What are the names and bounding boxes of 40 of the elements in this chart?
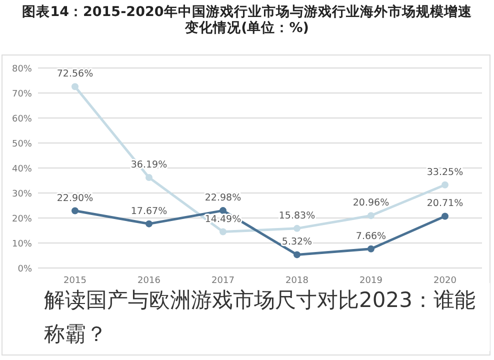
x-tick-label: 2016: [138, 276, 161, 286]
point: [368, 245, 374, 252]
point: [294, 251, 300, 258]
point: [368, 212, 374, 220]
x-tick-label: 2018: [286, 276, 309, 286]
y-tick-label: 50%: [12, 140, 32, 150]
x-tick-label: 2020: [434, 276, 457, 286]
text: 解读国产与欧洲游戏市场尺寸对比2023：谁能称霸？: [44, 288, 476, 346]
y-tick-label: 20%: [12, 214, 32, 224]
point: [294, 224, 300, 232]
y-tick-label: 60%: [12, 114, 32, 124]
point: [220, 228, 226, 236]
data-label: 7.66%: [356, 230, 386, 242]
point: [442, 181, 448, 188]
data-label: 72.56%: [56, 68, 94, 80]
y-tick-label: 40%: [12, 164, 32, 174]
point: [442, 212, 448, 220]
y-tick-label: 30%: [12, 190, 32, 200]
point: [72, 83, 78, 90]
x-tick-label: 2017: [212, 276, 234, 286]
data-label: 33.25%: [426, 166, 464, 178]
data-label: 17.67%: [130, 206, 168, 217]
y-tick-label: 70%: [12, 90, 32, 100]
data-label: 5.32%: [282, 236, 312, 248]
x-tick-label: 2015: [64, 276, 86, 286]
data-label: 36.19%: [130, 160, 168, 171]
y-tick-label: 10%: [12, 240, 32, 250]
point: [72, 207, 78, 214]
data-label: 20.71%: [426, 198, 464, 210]
data-label: 22.90%: [56, 192, 94, 204]
point: [146, 220, 152, 228]
y-tick-label: 80%: [12, 64, 32, 74]
x-tick-label: 2019: [360, 276, 383, 286]
data-label: 22.98%: [204, 192, 242, 204]
data-label: 20.96%: [352, 198, 390, 209]
point: [146, 174, 152, 182]
data-label: 15.83%: [278, 210, 316, 222]
chart-title: 图表14：2015-2020年中国游戏行业市场与游戏行业海外市场规模增速变化情况(单位：%): [21, 4, 473, 36]
point: [220, 207, 226, 214]
y-tick-label: 0%: [18, 264, 32, 274]
